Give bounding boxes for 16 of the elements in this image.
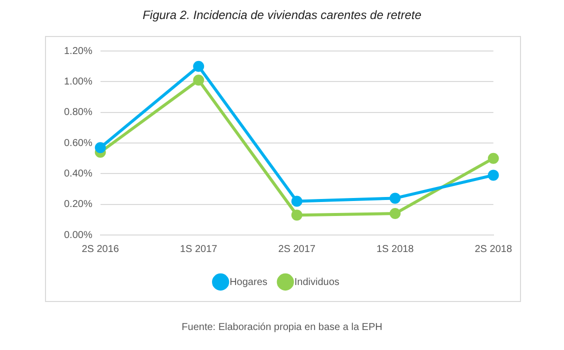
chart-title: Figura 2. Incidencia de viviendas carentes de retrete <box>142 8 422 22</box>
legend-label: Hogares <box>230 276 268 288</box>
x-tick-label: 2S 2016 <box>82 244 120 255</box>
y-tick-label: 1.20% <box>64 46 92 57</box>
x-tick-label: 2S 2017 <box>278 244 316 255</box>
y-tick-label: 0.40% <box>64 168 92 180</box>
x-tick-label: 1S 2017 <box>180 244 218 255</box>
x-tick-label: 2S 2018 <box>474 244 512 255</box>
y-tick-label: 1.00% <box>64 76 92 88</box>
x-tick-label: 1S 2018 <box>376 244 414 255</box>
y-tick-label: 0.00% <box>64 230 92 241</box>
y-tick-label: 0.60% <box>64 138 92 149</box>
source-note: Fuente: Elaboración propia en base a la EPH <box>180 322 384 333</box>
y-tick-label: 0.20% <box>64 199 92 210</box>
y-tick-label: 0.80% <box>64 107 92 118</box>
legend-label: Individuos <box>294 276 340 288</box>
